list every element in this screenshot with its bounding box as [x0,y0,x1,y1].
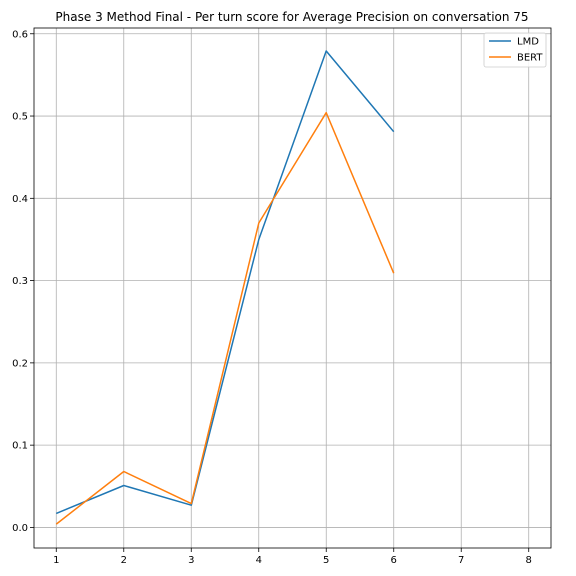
x-tick-label: 6 [391,555,397,566]
y-tick-label: 0.1 [12,441,28,452]
x-tick-label: 1 [53,555,59,566]
chart-title: Phase 3 Method Final - Per turn score fo… [55,10,528,24]
y-axis: 0.0 0.1 0.2 0.3 0.4 0.5 0.6 [12,29,34,534]
y-tick-label: 0.2 [12,358,28,369]
grid-lines [34,28,551,548]
y-tick-label: 0.5 [12,112,28,123]
legend-label-lmd: LMD [517,37,539,48]
x-tick-label: 8 [526,555,532,566]
plot-frame [33,27,552,549]
series-line-bert [55,111,395,525]
legend: LMD BERT [483,32,547,68]
y-tick-label: 0.4 [12,194,28,205]
series-lines [55,50,395,525]
legend-label-bert: BERT [517,53,543,64]
series-line-lmd [56,50,395,515]
x-tick-label: 3 [188,555,194,566]
y-tick-label: 0.0 [12,523,28,534]
x-tick-label: 2 [121,555,127,566]
x-tick-label: 5 [323,555,329,566]
y-tick-label: 0.3 [12,276,28,287]
y-tick-label: 0.6 [12,29,28,40]
x-tick-label: 4 [256,555,262,566]
x-axis: 1 2 3 4 5 6 7 8 [53,548,532,566]
x-tick-label: 7 [458,555,464,566]
